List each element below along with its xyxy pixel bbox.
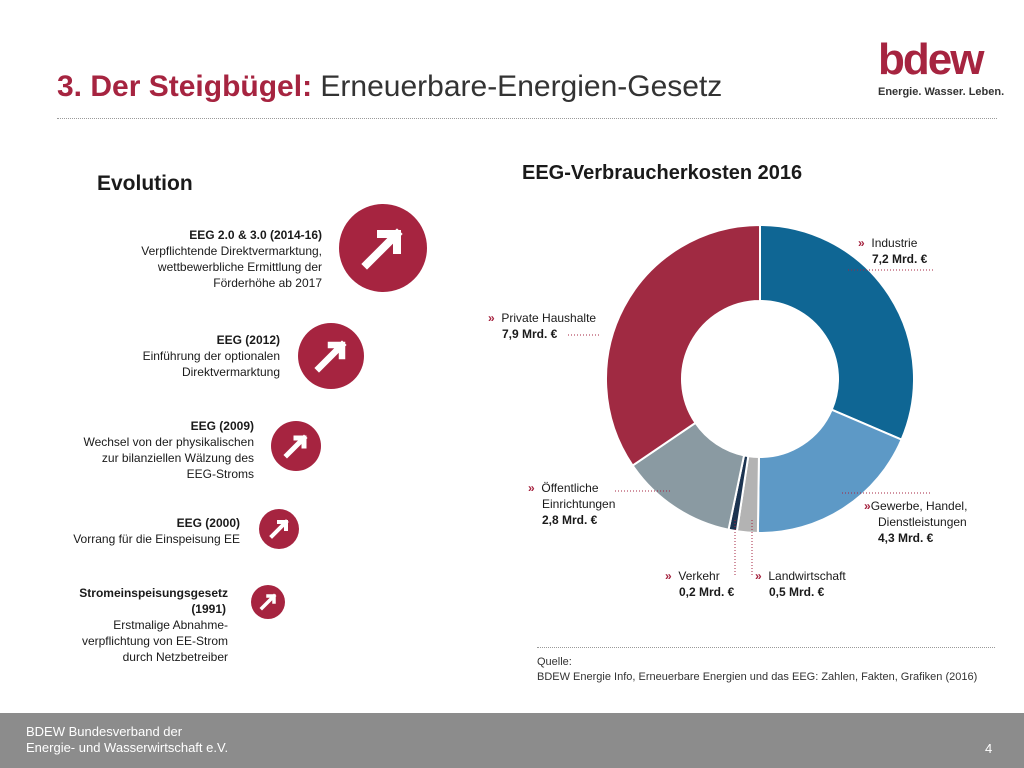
evolution-item-eeg-2009: EEG (2009) Wechsel von der physikalische… [40,418,254,482]
slice-name: Industrie [871,236,918,250]
evolution-heading: Evolution [97,172,193,195]
slice-name: Verkehr [678,569,720,583]
title-divider [57,118,997,119]
evolution-item-line: verpflichtung von EE-Strom [81,634,228,648]
evolution-item-line: Wechsel von der physikalischen [83,435,254,449]
chevron-right-icon: » [665,569,672,583]
leader-lines [568,269,935,575]
title-rest: Erneuerbare-Energien-Gesetz [320,70,723,103]
evolution-item-eeg-2012: EEG (2012) Einführung der optionalen Dir… [60,332,280,380]
title-number: 3. [57,70,83,103]
chevron-right-icon: » [488,311,495,325]
logo-tagline: Energie. Wasser. Leben. [878,86,1005,98]
source-text: BDEW Energie Info, Erneuerbare Energien … [537,671,978,683]
slice-label-oeffentliche-einrichtungen: » Öffentliche Einrichtungen 2,8 Mrd. € [528,480,615,528]
slice-name: Öffentliche [541,481,599,495]
evolution-item-line: Einführung der optionalen [142,349,280,363]
slice-label-industrie: » Industrie 7,2 Mrd. € [858,235,927,267]
footer-org-line2: Energie- und Wasserwirtschaft e.V. [26,740,229,755]
chart-title: EEG-Verbraucherkosten 2016 [522,162,803,184]
donut-slice-0 [759,223,915,441]
slice-label-private-haushalte: » Private Haushalte 7,9 Mrd. € [488,310,596,342]
page-number: 4 [985,741,993,756]
chevron-right-icon: » [528,481,535,495]
source-divider [537,647,995,648]
evolution-item-line: Direktvermarktung [181,365,280,379]
arrow-up-right-icon [271,421,321,471]
evolution-item-line: EEG-Stroms [186,467,254,481]
footer-bar [0,713,1024,768]
slice-name-line2: Dienstleistungen [878,515,967,529]
footer-org-line1: BDEW Bundesverband der [26,724,183,739]
slice-value: 0,5 Mrd. € [769,585,825,599]
slice-value: 0,2 Mrd. € [679,585,735,599]
logo-word: bdew [878,35,984,84]
chevron-right-icon: » [864,499,871,513]
evolution-item-year: (1991) [191,602,226,616]
evolution-item-eeg-2000: EEG (2000) Vorrang für die Einspeisung E… [30,515,240,547]
bdew-logo: bdew Energie. Wasser. Leben. [878,35,1005,99]
slice-name: Private Haushalte [501,311,597,325]
slice-value: 4,3 Mrd. € [878,531,934,545]
slide-title: 3. Der Steigbügel: Erneuerbare-Energien-… [57,70,722,104]
slice-value: 7,9 Mrd. € [502,327,558,341]
donut-slice-5 [605,223,761,467]
slice-label-landwirtschaft: » Landwirtschaft 0,5 Mrd. € [755,568,846,600]
arrow-up-right-icon [339,204,427,292]
evolution-item-line: durch Netzbetreiber [122,650,228,664]
evolution-item-line: Förderhöhe ab 2017 [213,276,322,290]
slice-name-line2: Einrichtungen [542,497,616,511]
evolution-item-line: Verpflichtende Direktvermarktung, [141,244,322,258]
evolution-item-line: wettbewerbliche Ermittlung der [157,260,322,274]
slice-value: 7,2 Mrd. € [872,252,928,266]
evolution-item-line: zur bilanziellen Wälzung des [101,451,254,465]
donut-slice-1 [756,408,903,534]
evolution-item-line: Vorrang für die Einspeisung EE [73,532,240,546]
evolution-arrow-icons [251,204,427,619]
footer-organisation: BDEW Bundesverband der Energie- und Wass… [26,724,228,756]
evolution-item-title: Stromeinspeisungsgesetz [79,586,228,600]
arrow-up-right-icon [259,509,299,549]
slice-name: Gewerbe, Handel, [870,499,968,513]
source-note: Quelle: BDEW Energie Info, Erneuerbare E… [537,655,977,685]
evolution-item-line: Erstmalige Abnahme- [113,618,228,632]
chevron-right-icon: » [755,569,762,583]
chevron-right-icon: » [858,236,865,250]
evolution-item-title: EEG (2000) [176,516,240,530]
slice-value: 2,8 Mrd. € [542,513,598,527]
source-label: Quelle: [537,656,572,668]
slice-label-verkehr: » Verkehr 0,2 Mrd. € [665,568,734,600]
arrow-up-right-icon [251,585,285,619]
evolution-item-title: EEG 2.0 & 3.0 (2014-16) [189,228,322,242]
evolution-item-title: EEG (2012) [216,333,280,347]
title-bold: Der Steigbügel: [90,70,313,103]
slice-label-gewerbe: »Gewerbe, Handel, Dienstleistungen 4,3 M… [864,498,967,546]
donut-chart [568,223,935,575]
evolution-item-eeg-2014: EEG 2.0 & 3.0 (2014-16) Verpflichtende D… [60,227,322,291]
evolution-item-title: EEG (2009) [190,419,254,433]
slice-name: Landwirtschaft [768,569,846,583]
evolution-item-stromeinspeisungsgesetz: Stromeinspeisungsgesetz (1991) Erstmalig… [20,585,228,665]
arrow-up-right-icon [298,323,364,389]
